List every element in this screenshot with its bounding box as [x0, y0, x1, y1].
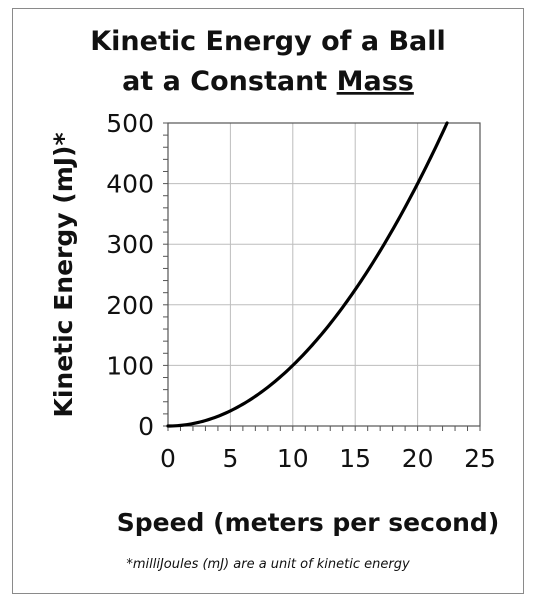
- y-axis-label: Kinetic Energy (mJ)*: [49, 132, 78, 417]
- x-tick-label: 20: [402, 444, 434, 473]
- y-tick-label: 200: [106, 291, 154, 320]
- chart-title-line1: Kinetic Energy of a Ball: [90, 26, 446, 57]
- y-tick-label: 300: [106, 230, 154, 259]
- axis-ticks: [163, 122, 481, 431]
- y-tick-label: 0: [138, 412, 154, 441]
- plot-area-border: [167, 122, 481, 427]
- x-tick-label: 15: [339, 444, 371, 473]
- grid: [167, 122, 481, 427]
- chart-title-emphasis: Mass: [337, 66, 414, 97]
- series-layer: [166, 121, 449, 428]
- x-axis-label: Speed (meters per second): [117, 508, 500, 537]
- y-tick-label: 500: [106, 109, 154, 138]
- chart-title-line2: at a Constant Mass: [122, 66, 414, 97]
- chart-frame: [12, 8, 524, 594]
- y-tick-labels: 0 100 200 300 400 500: [106, 109, 154, 441]
- x-tick-label: 0: [160, 444, 176, 473]
- plot-border: [167, 122, 481, 427]
- y-tick-label: 400: [106, 170, 154, 199]
- x-tick-label: 5: [222, 444, 238, 473]
- series-line: [166, 121, 449, 428]
- footnote: *milliJoules (mJ) are a unit of kinetic …: [126, 557, 410, 572]
- x-tick-label: 10: [277, 444, 309, 473]
- x-tick-labels: 0 5 10 15 20 25: [160, 444, 496, 473]
- y-tick-label: 100: [106, 351, 154, 380]
- x-tick-label: 25: [464, 444, 496, 473]
- chart-title-line2-prefix: at a Constant: [122, 66, 336, 97]
